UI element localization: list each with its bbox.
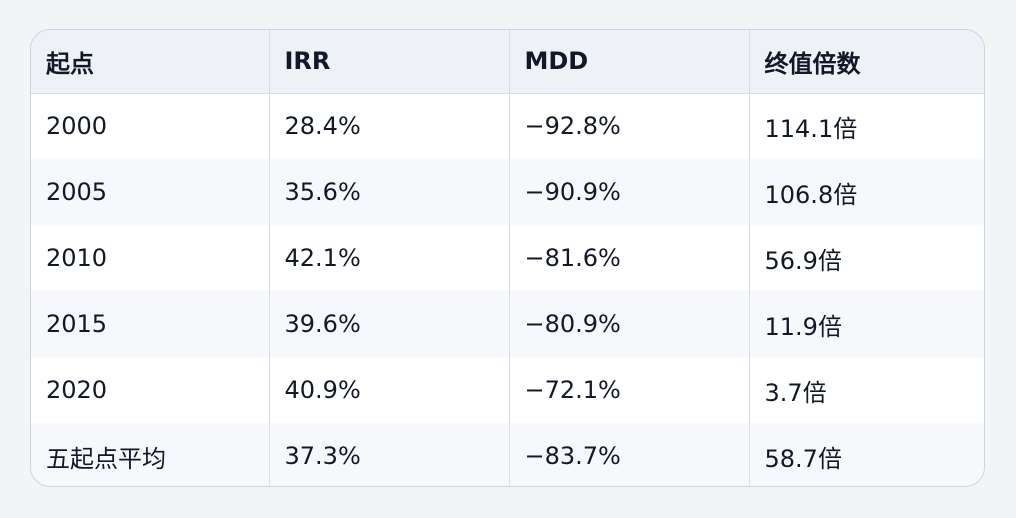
- cell-final-multiple: 56.9倍: [764, 246, 842, 275]
- cell-irr: 42.1%: [269, 225, 510, 291]
- cell-irr: 28.4%: [269, 93, 510, 159]
- cell-start-year: 2005: [31, 159, 270, 225]
- table-row: 2020 40.9% −72.1% 3.7倍: [31, 357, 984, 423]
- cell-mdd: −92.8%: [509, 93, 750, 159]
- cell-mdd: −83.7%: [509, 423, 750, 486]
- data-table-card: 起点 IRR MDD 终值倍数 2000 28.4% −92.8% 114.1倍…: [30, 29, 985, 487]
- header-irr: IRR: [269, 30, 510, 94]
- cell-final-multiple: 11.9倍: [764, 312, 842, 341]
- table-row: 2005 35.6% −90.9% 106.8倍: [31, 159, 984, 225]
- results-table: 起点 IRR MDD 终值倍数 2000 28.4% −92.8% 114.1倍…: [31, 30, 984, 486]
- cell-irr: 40.9%: [269, 357, 510, 423]
- cell-irr: 35.6%: [269, 159, 510, 225]
- cell-final-multiple: 106.8倍: [764, 180, 858, 209]
- cell-mdd: −72.1%: [509, 357, 750, 423]
- cell-irr: 39.6%: [269, 291, 510, 357]
- header-mdd: MDD: [509, 30, 750, 94]
- cell-start-year: 2010: [31, 225, 270, 291]
- table-header-row: 起点 IRR MDD 终值倍数: [31, 30, 984, 94]
- cell-final-multiple: 114.1倍: [764, 114, 858, 143]
- table-row: 2015 39.6% −80.9% 11.9倍: [31, 291, 984, 357]
- cell-irr: 37.3%: [269, 423, 510, 486]
- cell-start-year: 2015: [31, 291, 270, 357]
- header-final-multiple: 终值倍数: [749, 30, 984, 94]
- cell-start-year: 2000: [31, 93, 270, 159]
- cell-mdd: −80.9%: [509, 291, 750, 357]
- cell-mdd: −81.6%: [509, 225, 750, 291]
- cell-start-year: 五起点平均: [31, 423, 270, 486]
- header-start-year: 起点: [31, 30, 270, 94]
- table-row-average: 五起点平均 37.3% −83.7% 58.7倍: [31, 423, 984, 486]
- table-row: 2000 28.4% −92.8% 114.1倍: [31, 93, 984, 159]
- cell-final-multiple: 3.7倍: [764, 378, 827, 407]
- cell-start-year: 2020: [31, 357, 270, 423]
- cell-final-multiple: 58.7倍: [764, 444, 842, 473]
- table-row: 2010 42.1% −81.6% 56.9倍: [31, 225, 984, 291]
- cell-mdd: −90.9%: [509, 159, 750, 225]
